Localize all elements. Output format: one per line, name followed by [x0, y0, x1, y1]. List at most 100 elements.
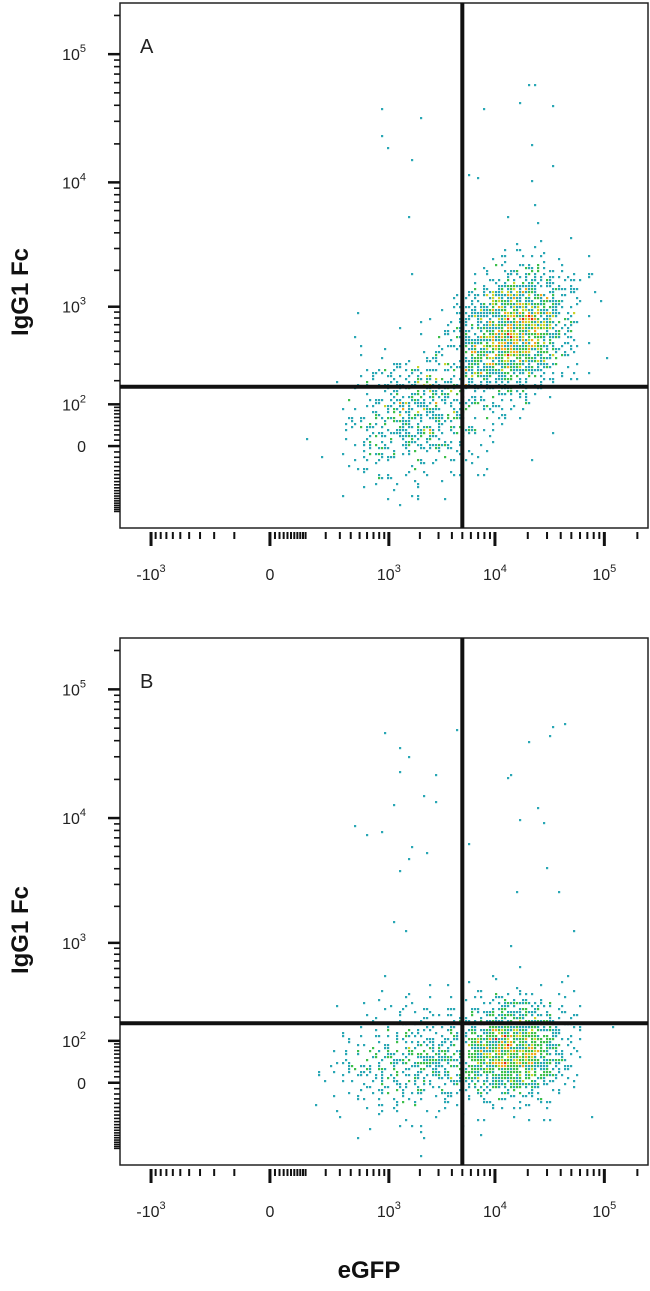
- event-dot: [390, 1053, 393, 1056]
- event-dot: [558, 258, 561, 261]
- event-dot: [570, 285, 573, 288]
- event-dot: [426, 1038, 429, 1041]
- event-dot: [522, 306, 525, 309]
- event-dot: [537, 366, 540, 369]
- event-dot: [381, 447, 384, 450]
- event-dot: [525, 354, 528, 357]
- event-dot: [390, 399, 393, 402]
- event-dot: [435, 417, 438, 420]
- event-dot: [381, 435, 384, 438]
- event-dot: [459, 1077, 462, 1080]
- event-dot: [519, 327, 522, 330]
- event-dot: [492, 423, 495, 426]
- event-dot: [561, 264, 564, 267]
- event-dot: [486, 1086, 489, 1089]
- x-tick-label: 105: [592, 1200, 616, 1221]
- event-dot: [471, 357, 474, 360]
- event-dot: [531, 1026, 534, 1029]
- event-dot: [552, 270, 555, 273]
- event-dot: [423, 432, 426, 435]
- event-dot: [426, 1065, 429, 1068]
- event-dot: [483, 291, 486, 294]
- event-dot: [570, 237, 573, 240]
- event-dot: [543, 1029, 546, 1032]
- event-dot: [447, 333, 450, 336]
- event-dot: [492, 372, 495, 375]
- event-dot: [507, 1092, 510, 1095]
- event-dot: [471, 378, 474, 381]
- event-dot: [408, 993, 411, 996]
- event-dot: [528, 1068, 531, 1071]
- event-dot: [417, 1071, 420, 1074]
- event-dot: [483, 405, 486, 408]
- event-dot: [405, 402, 408, 405]
- event-dot: [486, 336, 489, 339]
- event-dot: [531, 1095, 534, 1098]
- event-dot: [492, 294, 495, 297]
- event-dot: [558, 993, 561, 996]
- event-dot: [567, 1044, 570, 1047]
- event-dot: [432, 1026, 435, 1029]
- event-dot: [492, 1074, 495, 1077]
- event-dot: [390, 381, 393, 384]
- event-dot: [420, 333, 423, 336]
- event-dot: [393, 396, 396, 399]
- event-dot: [567, 276, 570, 279]
- event-dot: [552, 291, 555, 294]
- event-dot: [495, 348, 498, 351]
- event-dot: [534, 312, 537, 315]
- event-dot: [480, 309, 483, 312]
- event-dot: [588, 342, 591, 345]
- event-dot: [516, 1056, 519, 1059]
- event-dot: [498, 309, 501, 312]
- event-dot: [579, 279, 582, 282]
- event-dot: [516, 363, 519, 366]
- event-dot: [318, 1071, 321, 1074]
- event-dot: [489, 330, 492, 333]
- event-dot: [465, 336, 468, 339]
- event-dot: [534, 1038, 537, 1041]
- event-dot: [522, 1059, 525, 1062]
- event-dot: [504, 1032, 507, 1035]
- event-dot: [456, 1059, 459, 1062]
- event-dot: [435, 1068, 438, 1071]
- event-dot: [498, 1032, 501, 1035]
- event-dot: [435, 1116, 438, 1119]
- event-dot: [540, 1077, 543, 1080]
- event-dot: [486, 378, 489, 381]
- event-dot: [450, 366, 453, 369]
- event-dot: [444, 402, 447, 405]
- event-dot: [438, 1074, 441, 1077]
- event-dot: [366, 1014, 369, 1017]
- event-dot: [507, 291, 510, 294]
- event-dot: [441, 390, 444, 393]
- event-dot: [456, 399, 459, 402]
- event-dot: [399, 1083, 402, 1086]
- event-dot: [390, 1056, 393, 1059]
- event-dot: [468, 981, 471, 984]
- event-dot: [456, 411, 459, 414]
- event-dot: [474, 348, 477, 351]
- event-dot: [543, 822, 546, 825]
- x-axis-title: eGFP: [338, 1257, 401, 1284]
- event-dot: [408, 756, 411, 759]
- event-dot: [426, 414, 429, 417]
- event-dot: [504, 261, 507, 264]
- event-dot: [510, 339, 513, 342]
- event-dot: [507, 342, 510, 345]
- event-dot: [486, 1092, 489, 1095]
- event-dot: [492, 291, 495, 294]
- y-tick-label: 102: [62, 1030, 86, 1051]
- event-dot: [306, 438, 309, 441]
- event-dot: [483, 390, 486, 393]
- event-dot: [489, 327, 492, 330]
- event-dot: [501, 363, 504, 366]
- event-dot: [549, 1080, 552, 1083]
- x-tick-label: 0: [265, 567, 274, 584]
- event-dot: [516, 1038, 519, 1041]
- event-dot: [549, 366, 552, 369]
- event-dot: [345, 429, 348, 432]
- event-dot: [429, 417, 432, 420]
- event-dot: [528, 336, 531, 339]
- event-dot: [570, 348, 573, 351]
